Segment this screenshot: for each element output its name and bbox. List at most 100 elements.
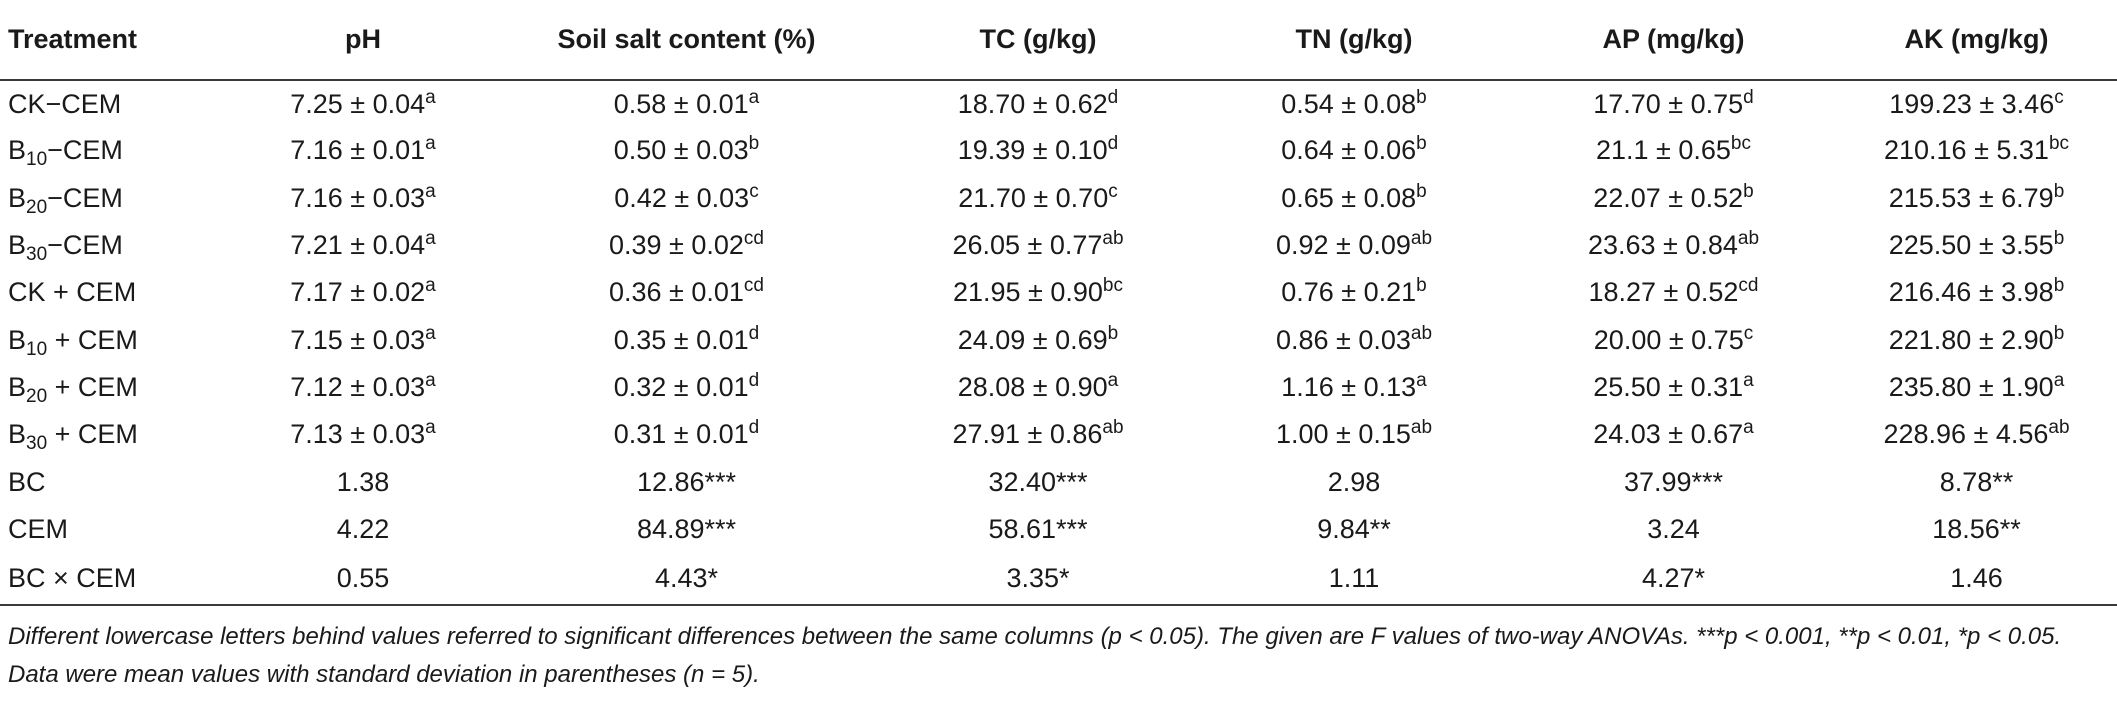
significance-letter: ab [2048, 417, 2070, 439]
significance-letter: a [1107, 369, 1119, 391]
cell-ap: 18.27 ± 0.52cd [1511, 269, 1836, 316]
cell-ap: 21.1 ± 0.65bc [1511, 127, 1836, 174]
treatment-name: B [8, 135, 27, 166]
treatment-cell: B20−CEM [0, 175, 232, 222]
cell-value: 18.70 ± 0.62 [957, 88, 1108, 119]
cell-tn: 1.00 ± 0.15ab [1197, 411, 1511, 458]
cell-ap: 24.03 ± 0.67a [1511, 411, 1836, 458]
treatment-dose: 30 [26, 244, 48, 266]
significance-letter: c [1108, 180, 1118, 202]
cell-ph: 4.22 [232, 506, 494, 553]
significance-letter: ab [1737, 228, 1760, 250]
significance-letter: bc [2048, 133, 2070, 155]
table-row: B20−CEM 7.16 ± 0.03a 0.42 ± 0.03c 21.70 ± 0… [0, 175, 2117, 222]
treatment-name: BC [8, 466, 46, 497]
cell-value: 0.76 ± 0.21 [1281, 277, 1417, 308]
cell-ap: 22.07 ± 0.52b [1511, 175, 1836, 222]
cell-value: 0.36 ± 0.01 [609, 277, 744, 308]
cell-ak: 18.56** [1836, 506, 2117, 553]
treatment-name: BC × CEM [8, 562, 137, 593]
cell-ph: 7.25 ± 0.04a [232, 80, 494, 127]
cell-soil-salt: 0.32 ± 0.01d [494, 364, 879, 411]
cell-tc: 19.39 ± 0.10d [879, 127, 1197, 174]
cell-value: 32.40*** [988, 466, 1088, 497]
significance-letter: ab [1102, 228, 1124, 250]
cell-tn: 1.11 [1197, 552, 1511, 606]
cell-soil-salt: 0.39 ± 0.02cd [494, 222, 879, 269]
significance-letter: b [2053, 180, 2065, 202]
table-row: BC 1.38 12.86*** 32.40*** 2.98 37.99*** 8.78** [0, 458, 2117, 505]
cell-value: 58.61*** [988, 513, 1088, 544]
significance-letter: c [749, 180, 759, 202]
table-row: B10 + CEM 7.15 ± 0.03a 0.35 ± 0.01d 24.09 ±… [0, 316, 2117, 363]
cell-value: 37.99*** [1623, 466, 1724, 497]
cell-tn: 0.65 ± 0.08b [1197, 175, 1511, 222]
cell-ak: 228.96 ± 4.56ab [1836, 411, 2117, 458]
cell-value: 228.96 ± 4.56 [1883, 419, 2049, 450]
cell-value: 199.23 ± 3.46 [1889, 88, 2055, 119]
cell-value: 225.50 ± 3.55 [1888, 230, 2054, 261]
cell-value: 27.91 ± 0.86 [952, 419, 1103, 450]
header-soil-salt: Soil salt content (%) [494, 0, 879, 81]
significance-letter: ab [1410, 322, 1433, 344]
cell-ak: 1.46 [1836, 552, 2117, 606]
treatment-name: B [8, 182, 27, 213]
table-body: CK−CEM 7.25 ± 0.04a 0.58 ± 0.01a 18.70 ± 0.… [0, 80, 2117, 606]
cell-tc: 32.40*** [879, 458, 1197, 505]
cell-ph: 7.15 ± 0.03a [232, 316, 494, 363]
cell-value: 1.11 [1328, 562, 1380, 593]
treatment-cell: B30−CEM [0, 222, 232, 269]
cell-tn: 0.92 ± 0.09ab [1197, 222, 1511, 269]
cell-ph: 7.17 ± 0.02a [232, 269, 494, 316]
treatment-name: B [8, 324, 27, 355]
treatment-dose: 20 [26, 196, 48, 218]
treatment-name: B [8, 371, 27, 402]
significance-letter: b [748, 133, 760, 155]
cell-tn: 0.54 ± 0.08b [1197, 80, 1511, 127]
cell-ak: 215.53 ± 6.79b [1836, 175, 2117, 222]
header-row: Treatment pH Soil salt content (%) TC (g… [0, 0, 2117, 81]
cell-value: 0.55 [336, 562, 390, 593]
treatment-cell: B20 + CEM [0, 364, 232, 411]
table-footnote: Different lowercase letters behind value… [8, 623, 2062, 688]
significance-letter: d [1743, 86, 1754, 108]
cell-value: 20.00 ± 0.75 [1593, 324, 1744, 355]
significance-letter: d [1107, 86, 1119, 108]
cell-value: 0.32 ± 0.01 [613, 371, 749, 402]
header-tn: TN (g/kg) [1197, 0, 1511, 81]
significance-letter: b [1416, 86, 1427, 108]
treatment-suffix: −CEM [47, 230, 123, 261]
cell-value: 7.12 ± 0.03 [290, 371, 426, 402]
treatment-dose: 20 [26, 385, 48, 407]
significance-letter: a [748, 86, 760, 108]
cell-soil-salt: 4.43* [494, 552, 879, 606]
cell-ak: 216.46 ± 3.98b [1836, 269, 2117, 316]
significance-letter: cd [743, 275, 764, 297]
table-row: CK + CEM 7.17 ± 0.02a 0.36 ± 0.01cd 21.95 ±… [0, 269, 2117, 316]
significance-letter: a [425, 180, 436, 202]
cell-value: 25.50 ± 0.31 [1593, 371, 1744, 402]
cell-ap: 4.27* [1511, 552, 1836, 606]
table-row: B30−CEM 7.21 ± 0.04a 0.39 ± 0.02cd 26.05 ± … [0, 222, 2117, 269]
cell-value: 1.46 [1950, 562, 2003, 593]
treatment-name: CEM [8, 513, 68, 544]
significance-letter: ab [1410, 417, 1433, 439]
cell-value: 1.00 ± 0.15 [1275, 419, 1411, 450]
cell-tc: 26.05 ± 0.77ab [879, 222, 1197, 269]
cell-value: 18.56** [1932, 513, 2021, 544]
significance-letter: a [1743, 417, 1754, 439]
cell-ak: 199.23 ± 3.46c [1836, 80, 2117, 127]
cell-tn: 1.16 ± 0.13a [1197, 364, 1511, 411]
cell-value: 9.84** [1317, 513, 1391, 544]
cell-value: 215.53 ± 6.79 [1888, 182, 2054, 213]
cell-value: 12.86*** [636, 466, 737, 497]
cell-value: 19.39 ± 0.10 [957, 135, 1108, 166]
table-header: Treatment pH Soil salt content (%) TC (g… [0, 0, 2117, 81]
cell-value: 3.35* [1006, 562, 1070, 593]
cell-value: 4.27* [1641, 562, 1706, 593]
treatment-cell: CEM [0, 506, 232, 553]
cell-ap: 20.00 ± 0.75c [1511, 316, 1836, 363]
cell-value: 84.89*** [636, 513, 737, 544]
cell-value: 0.31 ± 0.01 [613, 419, 749, 450]
cell-value: 7.16 ± 0.01 [290, 135, 426, 166]
